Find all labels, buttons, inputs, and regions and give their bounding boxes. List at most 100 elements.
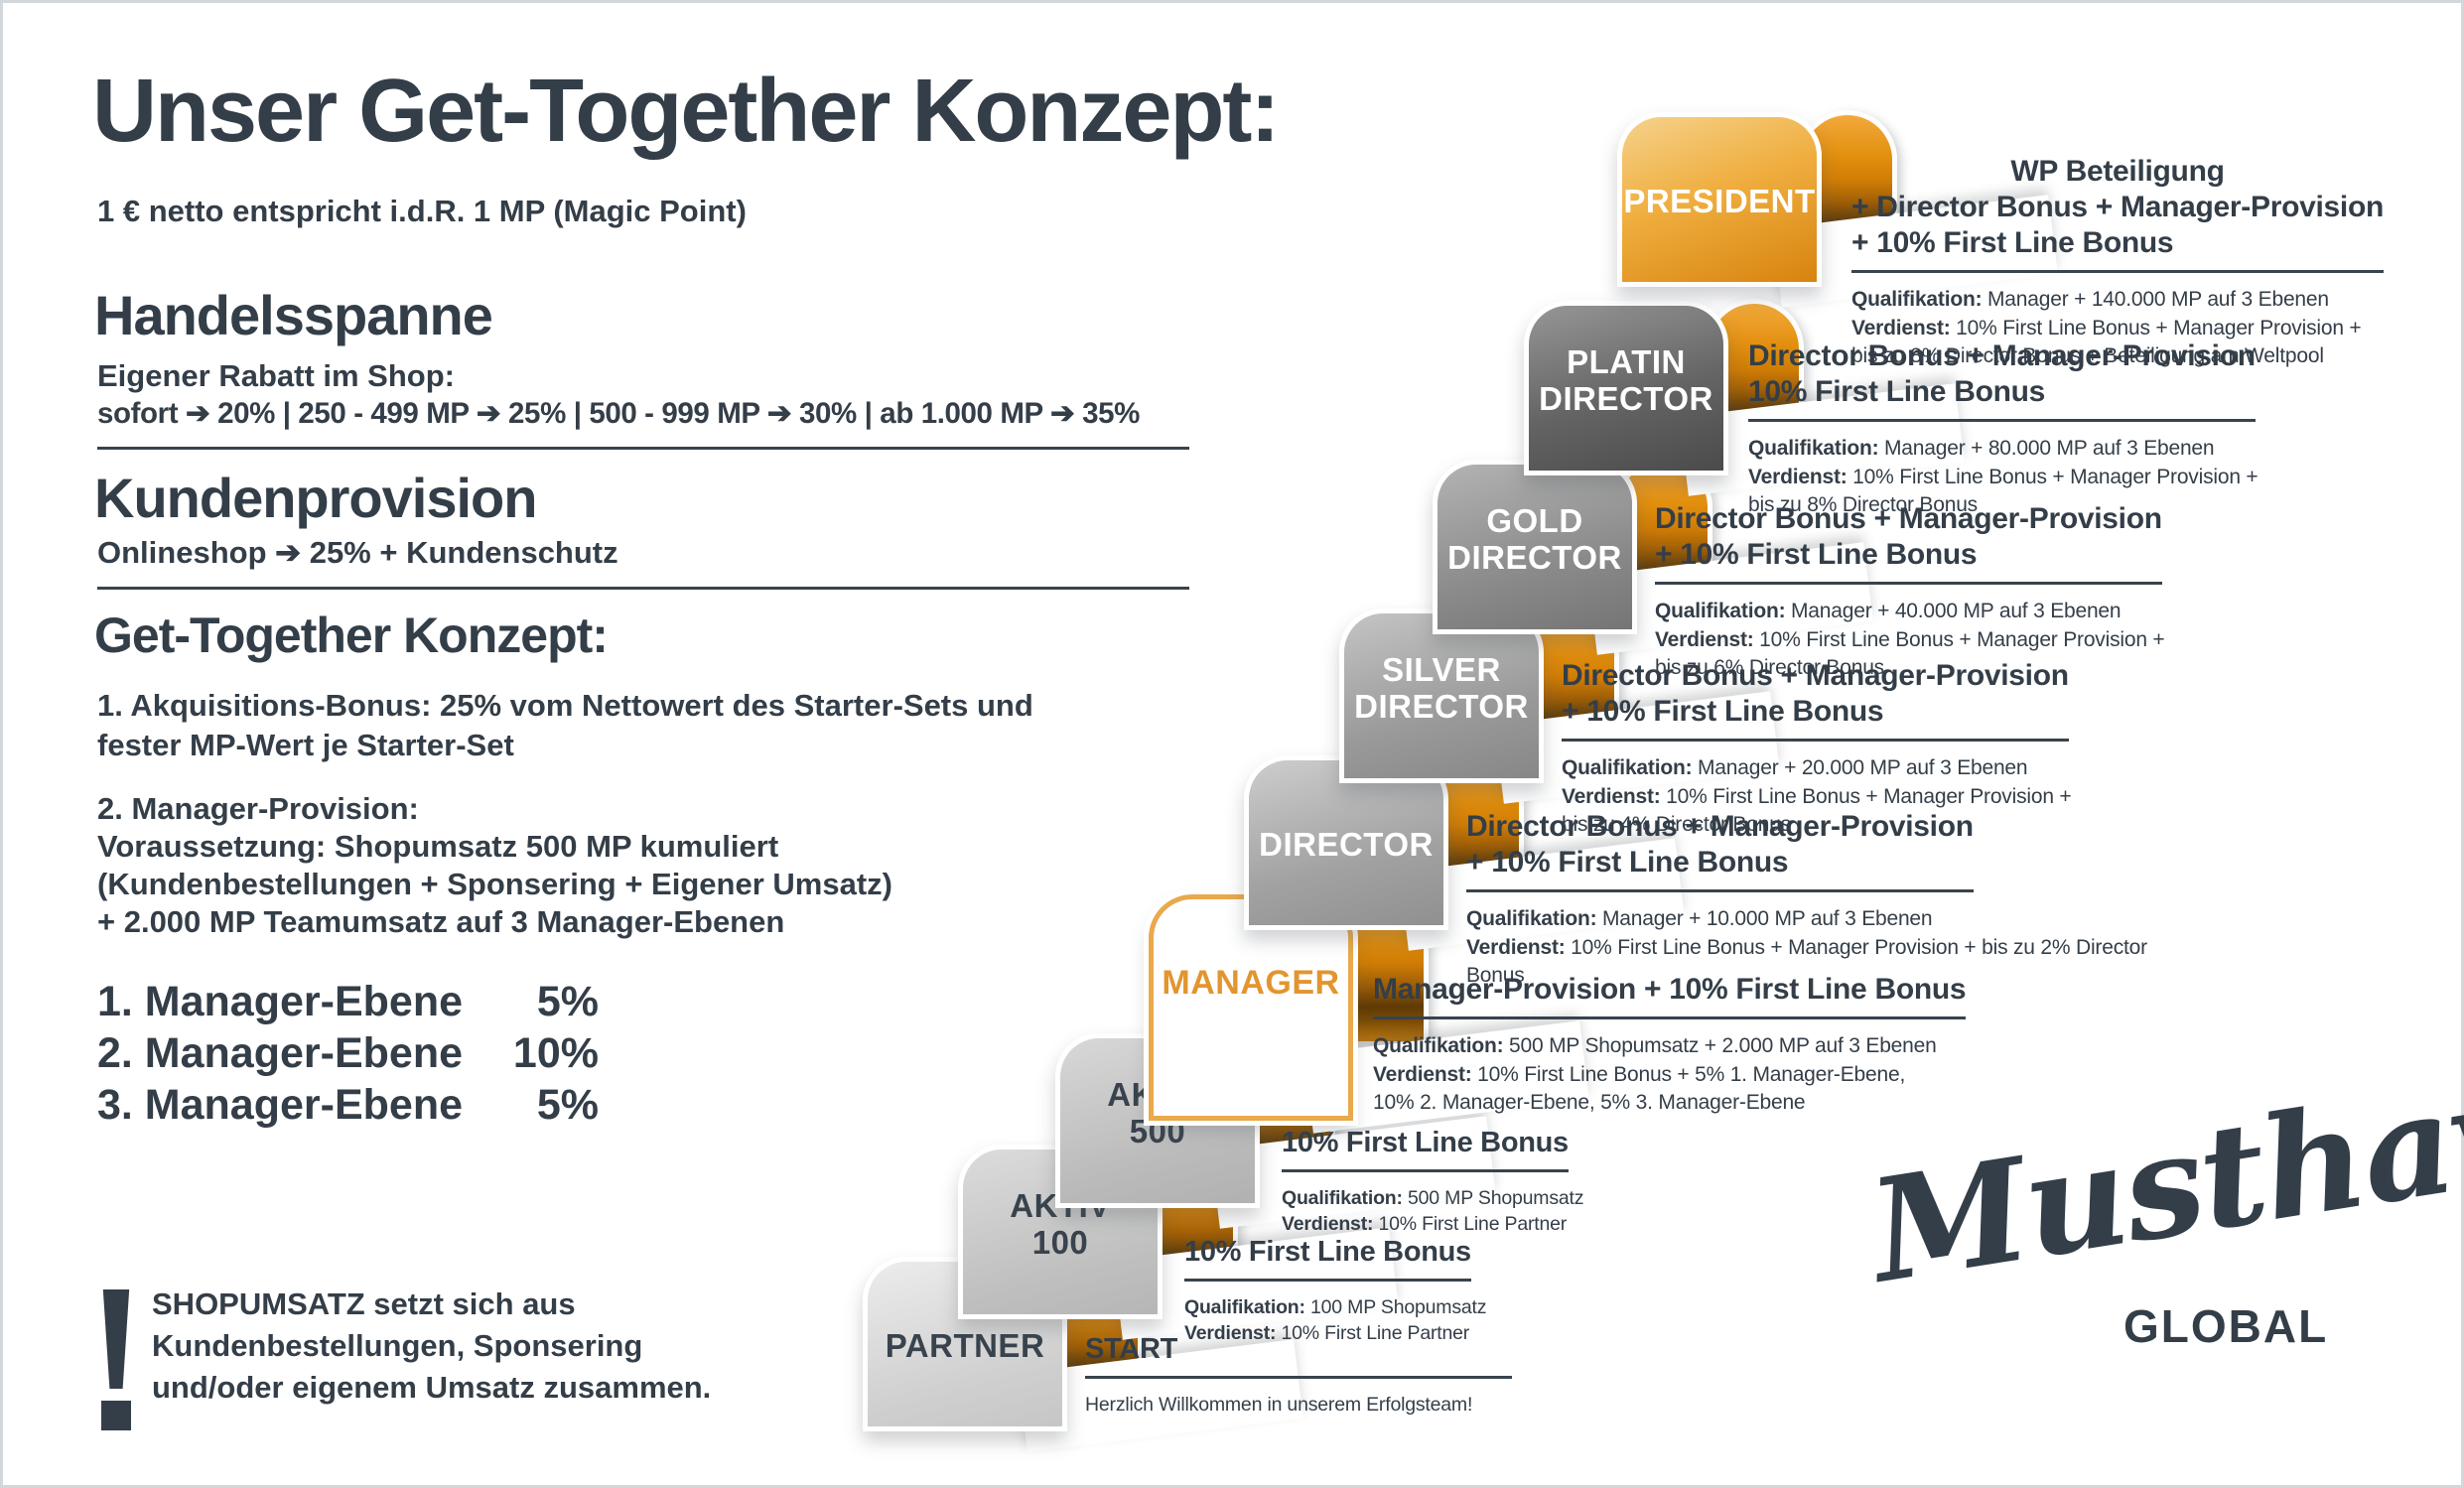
step-description-details: Qualifikation: Manager + 40.000 MP auf 3… bbox=[1655, 598, 2231, 683]
step-title-line: + 10% First Line Bonus bbox=[1466, 846, 1789, 879]
step-description-details: Herzlich Willkommen in unserem Erfolgste… bbox=[1085, 1392, 1601, 1418]
step-label-line: DIRECTOR bbox=[1259, 826, 1434, 863]
handelsspanne-heading: Handelsspanne bbox=[94, 284, 493, 346]
step-detail-line: Qualifikation: 100 MP Shopumsatz bbox=[1184, 1296, 1487, 1318]
musthave-logo-caption: GLOBAL bbox=[2123, 1300, 2329, 1352]
step-label-line: GOLD bbox=[1486, 502, 1583, 539]
handelsspanne-line2: sofort ➔ 20% | 250 - 499 MP ➔ 25% | 500 … bbox=[97, 397, 1141, 430]
step-description: WP Beteiligung + Director Bonus + Manager… bbox=[1851, 154, 2447, 371]
step-detail-line: Qualifikation: Manager + 40.000 MP auf 3… bbox=[1655, 600, 2122, 622]
ebene-value: 5% bbox=[536, 1081, 599, 1129]
ebene-label: 1. Manager-Ebene bbox=[97, 978, 463, 1025]
step-description: 10% First Line Bonus Qualifikation: 500 … bbox=[1282, 1125, 1709, 1237]
step-description-title: 10% First Line Bonus bbox=[1184, 1234, 1471, 1282]
note-line1: SHOPUMSATZ setzt sich aus bbox=[152, 1286, 576, 1321]
step-title-line: 10% First Line Bonus bbox=[1184, 1236, 1471, 1268]
page-title: Unser Get-Together Konzept: bbox=[92, 62, 1280, 161]
step-title-line: Director Bonus + Manager-Provision bbox=[1748, 339, 2256, 372]
step-label-line: PARTNER bbox=[885, 1327, 1045, 1364]
step-label: PLATIN DIRECTOR bbox=[1529, 343, 1723, 417]
step-title-line: Director Bonus + Manager-Provision bbox=[1655, 502, 2162, 535]
konzept-heading: Get-Together Konzept: bbox=[94, 608, 609, 663]
step-detail-line: Verdienst: 10% First Line Bonus + Manage… bbox=[1466, 935, 2147, 988]
step-description: Director Bonus + Manager-Provision + 10% … bbox=[1466, 809, 2161, 991]
step-ribbon: GOLD DIRECTOR bbox=[1433, 460, 1637, 634]
step-description-details: Qualifikation: Manager + 80.000 MP auf 3… bbox=[1748, 435, 2304, 520]
step-detail-line: bis zu 4% Director Bonus bbox=[1562, 813, 1791, 836]
step-ribbon: DIRECTOR bbox=[1244, 755, 1448, 930]
step-detail-line: 10% 2. Manager-Ebene, 5% 3. Manager-Eben… bbox=[1373, 1091, 1806, 1114]
step-description-details: Qualifikation: Manager + 10.000 MP auf 3… bbox=[1466, 905, 2161, 991]
step-description-details: Qualifikation: Manager + 20.000 MP auf 3… bbox=[1562, 754, 2137, 840]
akquisitions-bonus-line2: fester MP-Wert je Starter-Set bbox=[97, 728, 514, 762]
step-label: PRESIDENT bbox=[1622, 183, 1817, 219]
step-detail-line: Verdienst: 10% First Line Bonus + Manage… bbox=[1562, 784, 2072, 808]
step-title-line: Manager-Provision + 10% First Line Bonus bbox=[1373, 973, 1967, 1006]
step-detail-line: Qualifikation: Manager + 140.000 MP auf … bbox=[1851, 288, 2329, 311]
step-detail-line: Qualifikation: Manager + 20.000 MP auf 3… bbox=[1562, 756, 2028, 779]
manager-ebenen-list: 1. Manager-Ebene 5% 2. Manager-Ebene 10%… bbox=[97, 976, 599, 1131]
step-label: DIRECTOR bbox=[1249, 826, 1443, 863]
step-ribbon: PRESIDENT bbox=[1617, 112, 1822, 287]
step-ribbon: SILVER DIRECTOR bbox=[1339, 609, 1544, 783]
step-description: Director Bonus + Manager-Provision + 10% … bbox=[1655, 501, 2231, 683]
step-detail-line: Verdienst: 10% First Line Bonus + Manage… bbox=[1851, 316, 2362, 339]
step-description-title: 10% First Line Bonus bbox=[1282, 1125, 1569, 1172]
step-detail-line: Verdienst: 10% First Line Bonus + 5% 1. … bbox=[1373, 1062, 1906, 1086]
ebene-value: 5% bbox=[536, 978, 599, 1025]
ebene-label: 3. Manager-Ebene bbox=[97, 1081, 463, 1129]
divider-line bbox=[97, 587, 1189, 590]
step-detail-line: Verdienst: 10% First Line Partner bbox=[1184, 1322, 1470, 1344]
step-description-title: WP Beteiligung + Director Bonus + Manager… bbox=[1851, 154, 2384, 273]
handelsspanne-line1: Eigener Rabatt im Shop: bbox=[97, 358, 455, 393]
list-item: 1. Manager-Ebene 5% bbox=[97, 976, 599, 1027]
kundenprovision-heading: Kundenprovision bbox=[94, 467, 537, 529]
step-description-title: Manager-Provision + 10% First Line Bonus bbox=[1373, 972, 1967, 1019]
kundenprovision-line1: Onlineshop ➔ 25% + Kundenschutz bbox=[97, 535, 618, 570]
step-title-line: WP Beteiligung bbox=[2010, 155, 2225, 188]
step-label-line: DIRECTOR bbox=[1539, 380, 1713, 417]
step-label-line: MANAGER bbox=[1162, 964, 1340, 1002]
step-label-line: PRESIDENT bbox=[1623, 183, 1816, 219]
step-description-title: Director Bonus + Manager-Provision + 10% … bbox=[1466, 809, 1974, 892]
step-description-details: Qualifikation: 100 MP Shopumsatz Verdiens… bbox=[1184, 1294, 1611, 1346]
step-description: Director Bonus + Manager-Provision 10% Fi… bbox=[1748, 338, 2304, 520]
step-detail-line: bis zu 6% Director Bonus bbox=[1655, 656, 1884, 679]
step-detail-line: Verdienst: 10% First Line Partner bbox=[1282, 1213, 1568, 1235]
step-detail-line: Qualifikation: 500 MP Shopumsatz + 2.000… bbox=[1373, 1034, 1937, 1057]
exclamation-icon bbox=[102, 1289, 130, 1389]
list-item: 3. Manager-Ebene 5% bbox=[97, 1079, 599, 1131]
step-ribbon: PLATIN DIRECTOR bbox=[1524, 301, 1728, 475]
manager-provision-text: 2. Manager-Provision: Voraussetzung: Sho… bbox=[97, 790, 1050, 941]
manager-provision-line2: Voraussetzung: Shopumsatz 500 MP kumulie… bbox=[97, 829, 779, 864]
divider-line bbox=[97, 447, 1189, 450]
step-label: SILVER DIRECTOR bbox=[1344, 651, 1539, 725]
page-subtitle: 1 € netto entspricht i.d.R. 1 MP (Magic … bbox=[97, 194, 747, 228]
step-detail-line: bis zu 8% Director Bonus bbox=[1748, 493, 1978, 516]
step-label: GOLD DIRECTOR bbox=[1437, 502, 1632, 576]
step-label-line: DIRECTOR bbox=[1354, 688, 1529, 725]
exclamation-icon-dot bbox=[101, 1401, 131, 1430]
step-description-details: Qualifikation: 500 MP Shopumsatz + 2.000… bbox=[1373, 1032, 1988, 1118]
step-title-line: + 10% First Line Bonus bbox=[1851, 226, 2174, 259]
step-detail-line: Verdienst: 10% First Line Bonus + Manage… bbox=[1655, 627, 2165, 651]
step-description-details: Qualifikation: 500 MP Shopumsatz Verdiens… bbox=[1282, 1185, 1709, 1237]
step-description-title: Director Bonus + Manager-Provision + 10% … bbox=[1562, 658, 2069, 742]
akquisitions-bonus-text: 1. Akquisitions-Bonus: 25% vom Nettowert… bbox=[97, 686, 1050, 765]
list-item: 2. Manager-Ebene 10% bbox=[97, 1027, 599, 1079]
step-detail-line: bis zu 8% Director Bonus + Beteiligung a… bbox=[1851, 344, 2324, 367]
step-description: Manager-Provision + 10% First Line Bonus… bbox=[1373, 972, 1988, 1118]
step-description-title: Director Bonus + Manager-Provision 10% Fi… bbox=[1748, 338, 2256, 422]
note-line2: Kundenbestellungen, Sponsering bbox=[152, 1328, 643, 1363]
ebene-label: 2. Manager-Ebene bbox=[97, 1029, 463, 1077]
step-title-line: 10% First Line Bonus bbox=[1748, 375, 2046, 408]
manager-provision-line3: (Kundenbestellungen + Sponsering + Eigen… bbox=[97, 867, 892, 901]
manager-provision-line1: 2. Manager-Provision: bbox=[97, 791, 419, 826]
step-label-line: PLATIN bbox=[1567, 343, 1686, 380]
step-label-line: SILVER bbox=[1382, 651, 1501, 688]
step-title-line: 10% First Line Bonus bbox=[1282, 1127, 1569, 1158]
manager-provision-line4: + 2.000 MP Teamumsatz auf 3 Manager-Eben… bbox=[97, 904, 785, 939]
step-detail-line: Qualifikation: Manager + 10.000 MP auf 3… bbox=[1466, 907, 1933, 930]
step-label-line: DIRECTOR bbox=[1447, 539, 1622, 576]
